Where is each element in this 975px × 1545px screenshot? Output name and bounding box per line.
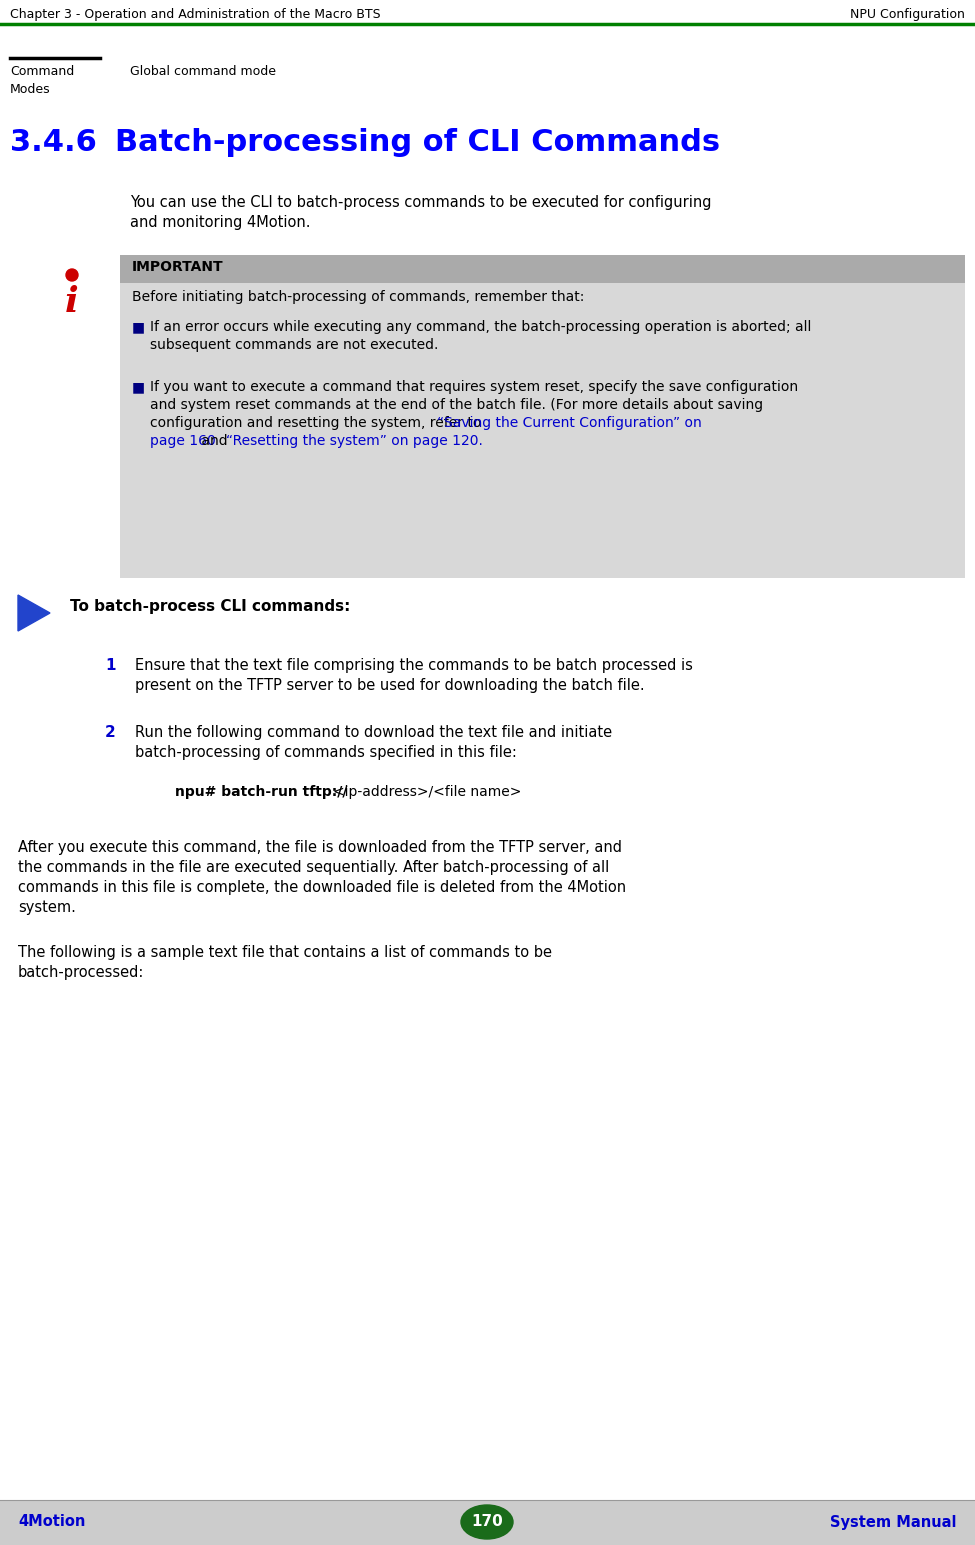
Text: subsequent commands are not executed.: subsequent commands are not executed. <box>150 338 439 352</box>
FancyBboxPatch shape <box>120 255 965 283</box>
FancyBboxPatch shape <box>0 1500 975 1545</box>
Text: After you execute this command, the file is downloaded from the TFTP server, and: After you execute this command, the file… <box>18 840 622 854</box>
Text: page 160: page 160 <box>150 434 215 448</box>
Ellipse shape <box>461 1505 513 1539</box>
Text: and: and <box>197 434 232 448</box>
Text: “Resetting the system” on page 120.: “Resetting the system” on page 120. <box>226 434 483 448</box>
Text: IMPORTANT: IMPORTANT <box>132 260 223 273</box>
Text: If an error occurs while executing any command, the batch-processing operation i: If an error occurs while executing any c… <box>150 320 811 334</box>
Text: To batch-process CLI commands:: To batch-process CLI commands: <box>70 599 350 613</box>
Text: present on the TFTP server to be used for downloading the batch file.: present on the TFTP server to be used fo… <box>135 678 644 694</box>
Text: 3.4.6: 3.4.6 <box>10 128 97 158</box>
Text: batch-processing of commands specified in this file:: batch-processing of commands specified i… <box>135 745 517 760</box>
Text: and monitoring 4Motion.: and monitoring 4Motion. <box>130 215 310 230</box>
FancyBboxPatch shape <box>120 255 965 578</box>
Text: the commands in the file are executed sequentially. After batch-processing of al: the commands in the file are executed se… <box>18 861 609 874</box>
Polygon shape <box>18 595 50 630</box>
Text: Command: Command <box>10 65 74 77</box>
Text: Before initiating batch-processing of commands, remember that:: Before initiating batch-processing of co… <box>132 290 584 304</box>
Text: Ensure that the text file comprising the commands to be batch processed is: Ensure that the text file comprising the… <box>135 658 693 674</box>
Text: You can use the CLI to batch-process commands to be executed for configuring: You can use the CLI to batch-process com… <box>130 195 712 210</box>
Text: System Manual: System Manual <box>831 1514 957 1530</box>
Text: The following is a sample text file that contains a list of commands to be: The following is a sample text file that… <box>18 946 552 959</box>
Text: ■: ■ <box>132 320 145 334</box>
Text: Modes: Modes <box>10 83 51 96</box>
Text: ■: ■ <box>132 380 145 394</box>
Text: Batch-processing of CLI Commands: Batch-processing of CLI Commands <box>115 128 721 158</box>
Text: system.: system. <box>18 901 76 915</box>
Text: NPU Configuration: NPU Configuration <box>850 8 965 22</box>
Text: i: i <box>65 284 79 318</box>
Ellipse shape <box>66 269 78 281</box>
Text: Global command mode: Global command mode <box>130 65 276 77</box>
Text: “Saving the Current Configuration” on: “Saving the Current Configuration” on <box>437 416 701 430</box>
Text: Chapter 3 - Operation and Administration of the Macro BTS: Chapter 3 - Operation and Administration… <box>10 8 380 22</box>
Text: configuration and resetting the system, refer to: configuration and resetting the system, … <box>150 416 486 430</box>
Text: and system reset commands at the end of the batch file. (For more details about : and system reset commands at the end of … <box>150 399 763 413</box>
Text: If you want to execute a command that requires system reset, specify the save co: If you want to execute a command that re… <box>150 380 799 394</box>
Text: <ip-address>/<file name>: <ip-address>/<file name> <box>333 785 522 799</box>
Text: 4Motion: 4Motion <box>18 1514 86 1530</box>
Text: commands in this file is complete, the downloaded file is deleted from the 4Moti: commands in this file is complete, the d… <box>18 881 626 895</box>
Text: 1: 1 <box>105 658 115 674</box>
Text: npu# batch-run tftp://: npu# batch-run tftp:// <box>175 785 347 799</box>
Text: 2: 2 <box>105 725 116 740</box>
Text: batch-processed:: batch-processed: <box>18 966 144 980</box>
Text: Run the following command to download the text file and initiate: Run the following command to download th… <box>135 725 612 740</box>
Text: 170: 170 <box>471 1514 503 1530</box>
